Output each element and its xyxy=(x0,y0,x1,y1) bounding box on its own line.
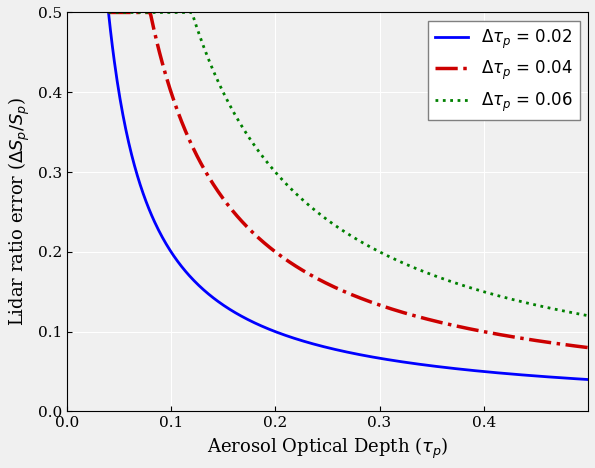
$\Delta\tau_p$ = 0.02 xyxy=(498,370,505,376)
$\Delta\tau_p$ = 0.02 xyxy=(584,377,591,382)
Y-axis label: Lidar ratio error ($\Delta S_p/S_p$): Lidar ratio error ($\Delta S_p/S_p$) xyxy=(7,97,32,327)
Line: $\Delta\tau_p$ = 0.02: $\Delta\tau_p$ = 0.02 xyxy=(108,13,588,380)
$\Delta\tau_p$ = 0.06 xyxy=(573,311,580,316)
$\Delta\tau_p$ = 0.04 xyxy=(105,10,112,15)
Line: $\Delta\tau_p$ = 0.04: $\Delta\tau_p$ = 0.04 xyxy=(108,13,588,348)
$\Delta\tau_p$ = 0.06 xyxy=(390,256,397,262)
$\Delta\tau_p$ = 0.02 xyxy=(336,348,343,353)
Legend: $\Delta\tau_p$ = 0.02, $\Delta\tau_p$ = 0.04, $\Delta\tau_p$ = 0.06: $\Delta\tau_p$ = 0.02, $\Delta\tau_p$ = … xyxy=(428,21,580,120)
$\Delta\tau_p$ = 0.04 xyxy=(498,332,505,338)
$\Delta\tau_p$ = 0.04 xyxy=(336,286,343,292)
$\Delta\tau_p$ = 0.06 xyxy=(584,313,591,319)
$\Delta\tau_p$ = 0.06 xyxy=(105,10,112,15)
$\Delta\tau_p$ = 0.04 xyxy=(364,298,371,304)
$\Delta\tau_p$ = 0.02 xyxy=(105,10,112,15)
$\Delta\tau_p$ = 0.06 xyxy=(498,294,505,300)
$\Delta\tau_p$ = 0.06 xyxy=(364,243,371,249)
$\Delta\tau_p$ = 0.04 xyxy=(333,285,340,291)
X-axis label: Aerosol Optical Depth ($\tau_p$): Aerosol Optical Depth ($\tau_p$) xyxy=(206,436,448,461)
$\Delta\tau_p$ = 0.04 xyxy=(390,307,397,313)
$\Delta\tau_p$ = 0.06 xyxy=(336,226,343,231)
$\Delta\tau_p$ = 0.02 xyxy=(573,376,580,381)
$\Delta\tau_p$ = 0.04 xyxy=(584,345,591,351)
$\Delta\tau_p$ = 0.02 xyxy=(390,358,397,363)
Line: $\Delta\tau_p$ = 0.06: $\Delta\tau_p$ = 0.06 xyxy=(108,13,588,316)
$\Delta\tau_p$ = 0.06 xyxy=(333,223,340,229)
$\Delta\tau_p$ = 0.02 xyxy=(333,347,340,352)
$\Delta\tau_p$ = 0.02 xyxy=(364,353,371,359)
$\Delta\tau_p$ = 0.04 xyxy=(573,344,580,349)
